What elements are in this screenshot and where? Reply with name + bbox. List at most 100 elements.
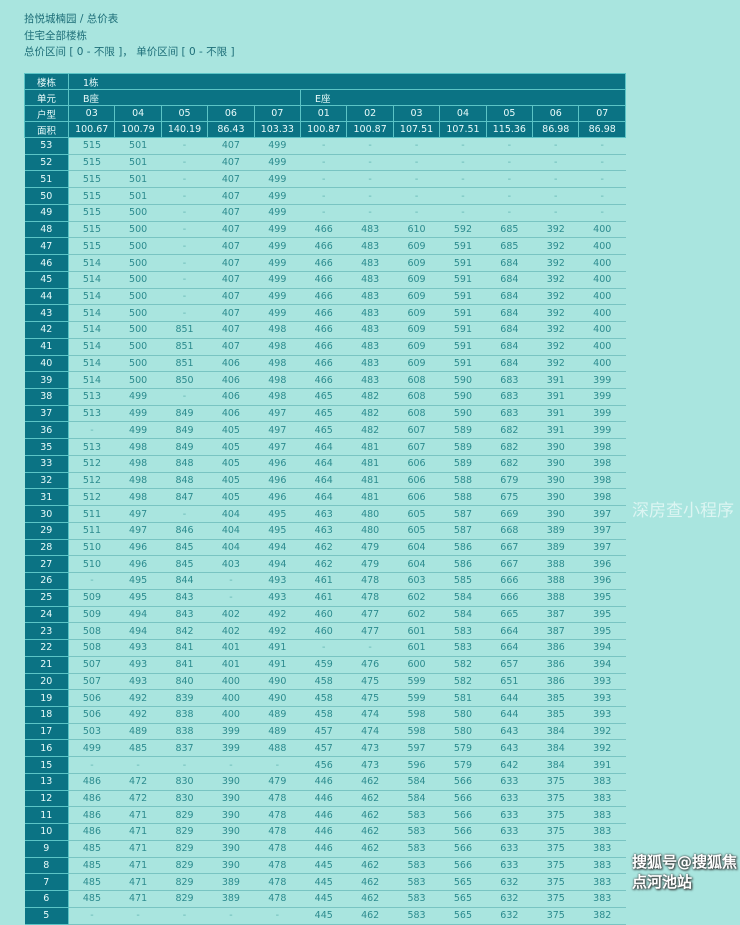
price-cell[interactable]: 483 bbox=[346, 254, 394, 272]
price-cell[interactable]: 399 bbox=[578, 421, 626, 440]
price-cell[interactable]: 396 bbox=[578, 555, 626, 574]
price-cell[interactable]: 471 bbox=[114, 806, 162, 825]
price-cell[interactable]: 830 bbox=[161, 790, 208, 808]
price-cell[interactable]: 514 bbox=[68, 304, 115, 323]
price-cell[interactable]: 496 bbox=[114, 555, 162, 574]
price-cell[interactable]: 396 bbox=[578, 572, 626, 590]
price-cell[interactable]: 591 bbox=[439, 355, 487, 373]
price-cell[interactable]: - bbox=[486, 154, 533, 172]
price-cell[interactable]: - bbox=[532, 204, 579, 222]
price-cell[interactable]: 829 bbox=[161, 857, 208, 875]
price-cell[interactable]: 483 bbox=[346, 355, 394, 373]
price-cell[interactable]: 392 bbox=[532, 221, 579, 239]
price-cell[interactable]: 684 bbox=[486, 271, 533, 289]
price-cell[interactable]: 499 bbox=[254, 187, 301, 205]
price-cell[interactable]: 390 bbox=[207, 790, 255, 808]
price-cell[interactable]: 513 bbox=[68, 405, 115, 423]
price-cell[interactable]: 390 bbox=[532, 505, 579, 523]
price-cell[interactable]: 583 bbox=[439, 639, 487, 657]
price-cell[interactable]: 403 bbox=[207, 555, 255, 574]
price-cell[interactable]: 397 bbox=[578, 522, 626, 540]
price-cell[interactable]: 604 bbox=[393, 555, 440, 574]
price-cell[interactable]: 384 bbox=[532, 739, 579, 758]
price-cell[interactable]: - bbox=[393, 187, 440, 205]
price-cell[interactable]: 404 bbox=[207, 522, 255, 540]
price-cell[interactable]: 461 bbox=[300, 572, 347, 590]
price-cell[interactable]: 383 bbox=[578, 857, 626, 875]
price-cell[interactable]: 462 bbox=[300, 539, 347, 557]
price-cell[interactable]: 382 bbox=[578, 907, 626, 925]
price-cell[interactable]: - bbox=[300, 187, 347, 205]
price-cell[interactable]: 500 bbox=[114, 321, 162, 339]
price-cell[interactable]: 582 bbox=[439, 656, 487, 674]
price-cell[interactable]: - bbox=[161, 756, 208, 774]
price-cell[interactable]: 610 bbox=[393, 221, 440, 239]
price-cell[interactable]: 633 bbox=[486, 773, 533, 791]
price-cell[interactable]: 684 bbox=[486, 321, 533, 339]
price-cell[interactable]: 457 bbox=[300, 739, 347, 758]
price-cell[interactable]: 498 bbox=[254, 355, 301, 373]
price-cell[interactable]: 392 bbox=[532, 304, 579, 323]
price-cell[interactable]: 478 bbox=[254, 823, 301, 841]
price-cell[interactable]: 492 bbox=[254, 622, 301, 641]
price-cell[interactable]: 495 bbox=[114, 589, 162, 607]
price-cell[interactable]: - bbox=[346, 639, 394, 657]
price-cell[interactable]: 471 bbox=[114, 890, 162, 908]
price-cell[interactable]: 591 bbox=[439, 254, 487, 272]
price-cell[interactable]: 462 bbox=[346, 823, 394, 841]
price-cell[interactable]: 684 bbox=[486, 304, 533, 323]
price-cell[interactable]: - bbox=[300, 137, 347, 155]
price-cell[interactable]: 471 bbox=[114, 873, 162, 892]
price-cell[interactable]: 664 bbox=[486, 639, 533, 657]
price-cell[interactable]: 591 bbox=[439, 271, 487, 289]
price-cell[interactable]: 583 bbox=[393, 890, 440, 908]
price-cell[interactable]: 633 bbox=[486, 790, 533, 808]
price-cell[interactable]: 489 bbox=[254, 706, 301, 724]
price-cell[interactable]: 483 bbox=[346, 271, 394, 289]
price-cell[interactable]: 684 bbox=[486, 338, 533, 356]
price-cell[interactable]: 392 bbox=[532, 271, 579, 289]
price-cell[interactable]: 497 bbox=[254, 405, 301, 423]
price-cell[interactable]: 496 bbox=[254, 488, 301, 507]
price-cell[interactable]: 485 bbox=[68, 890, 115, 908]
price-cell[interactable]: 830 bbox=[161, 773, 208, 791]
price-cell[interactable]: 462 bbox=[346, 873, 394, 892]
price-cell[interactable]: 601 bbox=[393, 622, 440, 641]
price-cell[interactable]: 497 bbox=[114, 505, 162, 523]
price-cell[interactable]: 584 bbox=[393, 773, 440, 791]
price-cell[interactable]: 844 bbox=[161, 572, 208, 590]
price-cell[interactable]: 478 bbox=[254, 840, 301, 858]
price-cell[interactable]: 842 bbox=[161, 622, 208, 641]
price-cell[interactable]: 494 bbox=[254, 539, 301, 557]
price-cell[interactable]: 598 bbox=[393, 706, 440, 724]
price-cell[interactable]: 495 bbox=[254, 522, 301, 540]
price-cell[interactable]: 407 bbox=[207, 321, 255, 339]
price-cell[interactable]: 586 bbox=[439, 539, 487, 557]
price-cell[interactable]: 389 bbox=[207, 873, 255, 892]
price-cell[interactable]: 472 bbox=[114, 790, 162, 808]
price-cell[interactable]: 592 bbox=[439, 221, 487, 239]
price-cell[interactable]: 407 bbox=[207, 137, 255, 155]
price-cell[interactable]: 515 bbox=[68, 154, 115, 172]
price-cell[interactable]: 591 bbox=[439, 338, 487, 356]
price-cell[interactable]: 401 bbox=[207, 639, 255, 657]
price-cell[interactable]: - bbox=[161, 204, 208, 222]
price-cell[interactable]: 393 bbox=[578, 689, 626, 707]
price-cell[interactable]: 483 bbox=[346, 288, 394, 306]
price-cell[interactable]: 386 bbox=[532, 656, 579, 674]
price-cell[interactable]: 398 bbox=[578, 488, 626, 507]
price-cell[interactable]: - bbox=[161, 254, 208, 272]
price-cell[interactable]: 668 bbox=[486, 522, 533, 540]
price-cell[interactable]: 446 bbox=[300, 773, 347, 791]
price-cell[interactable]: 465 bbox=[300, 405, 347, 423]
price-cell[interactable]: 496 bbox=[254, 455, 301, 473]
price-cell[interactable]: 407 bbox=[207, 271, 255, 289]
price-cell[interactable]: 490 bbox=[254, 673, 301, 691]
price-cell[interactable]: 497 bbox=[254, 438, 301, 456]
price-cell[interactable]: 589 bbox=[439, 455, 487, 473]
price-cell[interactable]: 395 bbox=[578, 622, 626, 641]
price-cell[interactable]: 463 bbox=[300, 505, 347, 523]
price-cell[interactable]: - bbox=[300, 204, 347, 222]
price-cell[interactable]: 498 bbox=[254, 388, 301, 406]
price-cell[interactable]: - bbox=[346, 137, 394, 155]
